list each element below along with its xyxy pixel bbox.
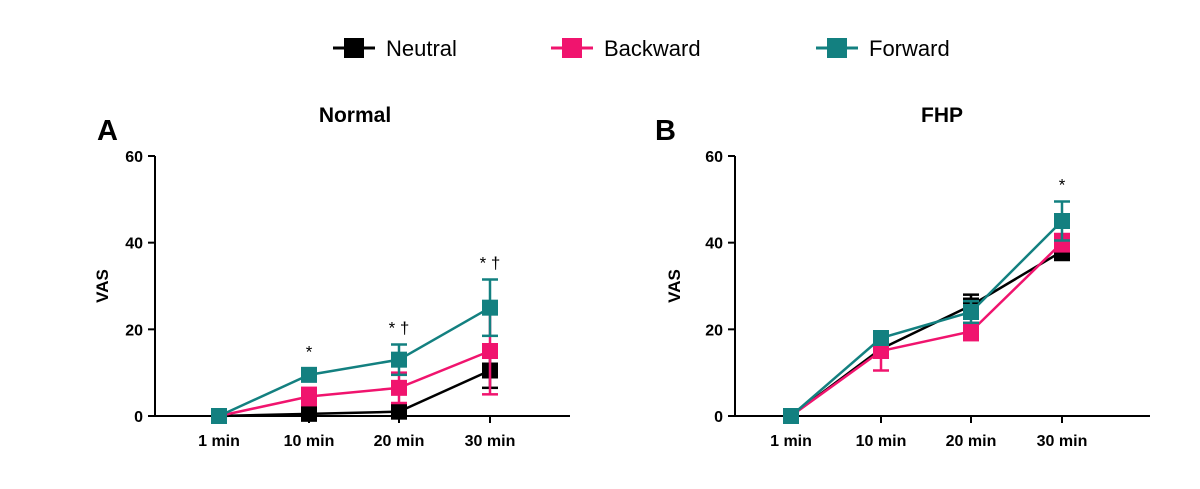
data-point (1054, 213, 1070, 229)
series-backward (211, 306, 498, 424)
data-point (391, 351, 407, 368)
series-neutral (211, 351, 498, 424)
legend-item-backward: Backward (551, 36, 701, 61)
series-neutral (783, 241, 1070, 424)
significance-annotation: * † (389, 319, 410, 338)
y-axis-title: VAS (665, 269, 684, 303)
y-tick-label: 20 (705, 322, 723, 339)
series-line-forward (218, 306, 491, 418)
legend: Neutral Backward Forward (333, 36, 950, 61)
x-tick-label: 1 min (770, 433, 812, 450)
series-backward (783, 232, 1070, 424)
data-point (783, 408, 799, 424)
significance-annotation: * (1059, 176, 1066, 195)
legend-marker-neutral (344, 38, 364, 58)
y-tick-label: 40 (705, 236, 723, 253)
legend-label-backward: Backward (604, 36, 701, 61)
series-line-forward (790, 220, 1063, 417)
panel-letter: A (97, 115, 118, 147)
x-tick-label: 10 min (856, 433, 907, 450)
series-line-backward (218, 349, 491, 418)
y-tick-label: 0 (714, 409, 723, 426)
x-tick-label: 1 min (198, 433, 240, 450)
x-tick-label: 30 min (1037, 433, 1088, 450)
y-tick-label: 60 (705, 149, 723, 166)
data-point (963, 323, 979, 340)
chart-panel-a: A Normal 0 20 40 60 VAS 1 min 10 min 20 min 30 min… (93, 104, 570, 450)
legend-item-neutral: Neutral (333, 36, 457, 61)
data-point (1054, 234, 1070, 251)
legend-marker-forward (827, 38, 847, 58)
data-point (301, 388, 317, 405)
data-point (482, 299, 498, 316)
x-tick-label: 20 min (374, 433, 425, 450)
y-tick-label: 0 (134, 409, 143, 426)
data-point (301, 405, 317, 422)
significance-annotation: * (306, 342, 313, 361)
series-line-neutral (790, 250, 1063, 418)
data-point (873, 343, 889, 359)
legend-item-forward: Forward (816, 36, 950, 61)
panel-letter: B (655, 115, 676, 147)
y-axis-title: VAS (93, 269, 112, 303)
significance-annotation: * † (480, 254, 501, 273)
x-tick-label: 20 min (946, 433, 997, 450)
legend-label-neutral: Neutral (386, 36, 457, 61)
series-line-backward (790, 241, 1063, 418)
chart-title: Normal (319, 104, 391, 127)
chart-panel-b: B FHP 0 20 40 60 VAS 1 min 10 min 20 min 30 min * (655, 104, 1150, 450)
y-tick-label: 40 (125, 236, 143, 253)
data-point (301, 366, 317, 383)
x-tick-label: 10 min (284, 433, 335, 450)
series-forward (783, 200, 1070, 424)
series-forward (211, 278, 498, 424)
data-point (963, 304, 979, 320)
legend-marker-backward (562, 38, 582, 58)
data-point (873, 330, 889, 346)
y-tick-label: 60 (125, 149, 143, 166)
data-point (391, 379, 407, 396)
data-point (482, 343, 498, 359)
y-tick-label: 20 (125, 322, 143, 339)
data-point (211, 408, 227, 424)
legend-label-forward: Forward (869, 36, 950, 61)
data-point (391, 403, 407, 420)
chart-title: FHP (921, 104, 963, 127)
x-tick-label: 30 min (465, 433, 516, 450)
series-line-neutral (218, 369, 491, 418)
